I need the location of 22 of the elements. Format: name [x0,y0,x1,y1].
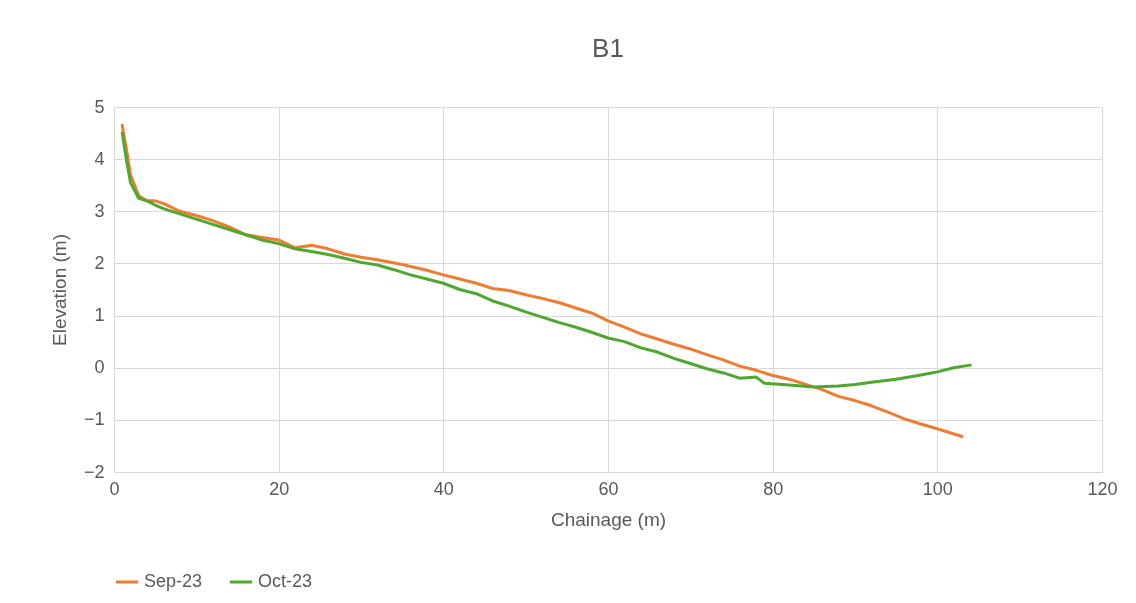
legend-label: Sep-23 [144,571,203,591]
y-tick-label: −2 [83,461,105,482]
chart-title: B1 [592,33,624,63]
y-tick-label: 2 [94,252,105,273]
x-tick-label: 20 [269,478,290,499]
x-tick-label: 60 [598,478,619,499]
y-tick-label: −1 [83,409,105,430]
x-tick-label: 40 [433,478,454,499]
y-tick-label: 1 [94,305,105,326]
legend-label: Oct-23 [258,571,313,591]
y-tick-label: 5 [94,96,105,117]
x-tick-label: 80 [763,478,784,499]
line-series [120,131,972,389]
x-tick-label: 100 [922,478,953,499]
y-axis-title: Elevation (m) [48,234,70,346]
x-tick-label: 0 [109,478,120,499]
x-tick-label: 120 [1087,478,1118,499]
line-series [120,123,964,439]
y-tick-label: 0 [94,357,105,378]
x-axis-title: Chainage (m) [550,508,667,530]
y-tick-label: 4 [94,148,105,169]
y-tick-label: 3 [94,200,105,221]
